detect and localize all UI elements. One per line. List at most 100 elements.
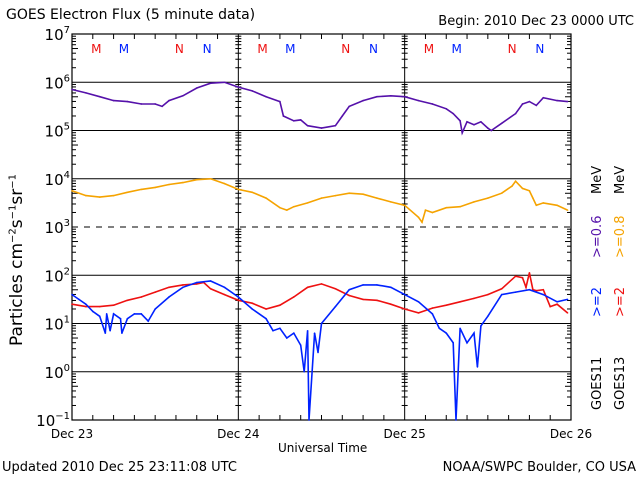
data-point <box>421 221 423 223</box>
y-tick-label: 100 <box>45 363 70 382</box>
data-point <box>417 300 420 303</box>
data-point <box>334 124 337 127</box>
data-point <box>431 103 434 105</box>
data-point <box>182 284 184 286</box>
data-point <box>168 296 170 298</box>
data-point <box>78 298 80 301</box>
y-tick-exponent: 2 <box>64 266 70 277</box>
data-point <box>237 188 240 191</box>
data-point <box>514 291 517 293</box>
data-point <box>403 95 406 98</box>
data-point <box>466 342 468 344</box>
local-time-marker: N <box>369 42 378 56</box>
data-point <box>209 287 212 290</box>
data-point <box>362 193 364 195</box>
data-point <box>265 317 267 320</box>
y-tick-label: 107 <box>45 25 70 44</box>
data-point <box>71 293 73 296</box>
data-point <box>528 100 531 103</box>
x-tick-label: Dec 25 <box>384 427 426 441</box>
data-point <box>133 313 136 315</box>
data-point <box>417 99 420 102</box>
data-point <box>168 99 170 102</box>
data-point <box>403 293 406 296</box>
data-point <box>424 209 427 211</box>
y-tick-exponent: −1 <box>55 411 70 422</box>
data-point <box>376 197 378 199</box>
data-point <box>514 275 517 278</box>
local-time-marker: N <box>203 42 212 56</box>
data-point <box>348 192 351 195</box>
data-point <box>362 99 364 102</box>
data-point <box>459 120 461 122</box>
data-point <box>71 303 73 306</box>
data-point <box>480 325 482 327</box>
data-point <box>473 123 475 126</box>
local-time-marker: N <box>535 42 544 56</box>
data-point <box>317 351 319 354</box>
data-point <box>521 103 524 105</box>
data-point <box>549 305 552 308</box>
data-point <box>209 177 212 180</box>
data-point <box>403 204 406 207</box>
data-point <box>299 344 302 347</box>
data-point <box>348 105 351 108</box>
data-point <box>452 112 454 115</box>
data-point <box>98 315 101 318</box>
updated-timestamp: Updated 2010 Dec 25 23:11:08 UTC <box>2 460 237 475</box>
data-point <box>112 99 115 102</box>
data-point <box>237 86 240 88</box>
data-point <box>182 286 184 289</box>
data-point <box>71 88 73 91</box>
data-point <box>403 308 406 310</box>
data-point <box>556 99 558 102</box>
data-point <box>532 197 534 199</box>
credit-text: NOAA/SWPC Boulder, CO USA <box>442 460 636 475</box>
data-point <box>306 124 309 127</box>
data-point <box>85 305 87 308</box>
data-point <box>195 281 198 284</box>
data-point <box>459 205 461 208</box>
chart-title: GOES Electron Flux (5 minute data) <box>6 7 256 23</box>
data-point <box>168 183 170 186</box>
data-point <box>104 332 107 334</box>
data-point <box>182 94 184 97</box>
data-point <box>98 95 101 98</box>
local-time-marker: M <box>257 42 267 56</box>
data-point <box>279 304 281 306</box>
y-tick-exponent: 5 <box>64 122 70 133</box>
data-point <box>223 286 226 289</box>
data-point <box>452 342 454 344</box>
x-tick-label: Dec 24 <box>217 427 259 441</box>
local-time-marker: M <box>451 42 461 56</box>
data-point <box>154 103 156 105</box>
data-point <box>487 293 489 296</box>
data-point <box>490 129 493 132</box>
data-point <box>265 308 267 310</box>
y-tick-label: 104 <box>45 170 70 189</box>
data-point <box>272 329 274 332</box>
data-point <box>334 287 337 290</box>
data-point <box>390 286 392 289</box>
data-point <box>535 289 538 292</box>
data-point <box>126 299 129 302</box>
y-tick-exponent: 6 <box>64 73 70 84</box>
x-tick-label: Dec 26 <box>550 427 592 441</box>
data-point <box>279 206 281 209</box>
begin-time: Begin: 2010 Dec 23 0000 UTC <box>438 14 634 29</box>
data-point <box>320 283 323 285</box>
y-tick-label: 105 <box>45 122 70 141</box>
data-point <box>473 201 475 203</box>
data-point <box>154 291 156 293</box>
data-point <box>85 303 87 306</box>
data-point <box>376 299 378 302</box>
data-point <box>85 194 87 197</box>
data-point <box>348 288 351 291</box>
data-point <box>306 202 309 204</box>
data-point <box>119 317 122 320</box>
data-point <box>473 297 475 300</box>
data-point <box>445 107 448 110</box>
data-point <box>320 197 323 199</box>
data-point <box>334 305 337 308</box>
